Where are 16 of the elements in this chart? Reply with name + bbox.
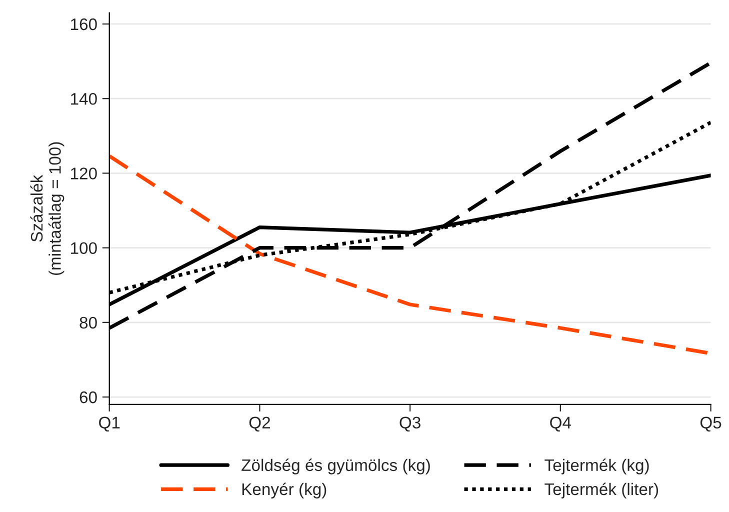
y-tick-label: 160 bbox=[71, 18, 97, 30]
y-tick-label: 120 bbox=[71, 168, 97, 180]
legend-label: Tejtermék (kg) bbox=[544, 458, 649, 474]
legend-label: Zöldség és gyümölcs (kg) bbox=[242, 458, 430, 474]
y-tick-label: 100 bbox=[71, 242, 97, 254]
x-tick-label: Q4 bbox=[550, 416, 572, 432]
y-axis-title: Százalék (mintaátlag = 100) bbox=[30, 142, 64, 275]
x-tick-label: Q3 bbox=[400, 416, 420, 432]
y-tick-label: 140 bbox=[71, 93, 97, 105]
y-tick-label: 80 bbox=[80, 316, 97, 329]
legend-label: Kenyér (kg) bbox=[242, 482, 326, 498]
x-tick-label: Q5 bbox=[700, 416, 722, 432]
y-tick-label: 60 bbox=[80, 391, 97, 404]
x-tick-label: Q2 bbox=[249, 416, 270, 432]
x-tick-label: Q1 bbox=[99, 416, 120, 432]
legend-label: Tejtermék (liter) bbox=[544, 482, 658, 498]
